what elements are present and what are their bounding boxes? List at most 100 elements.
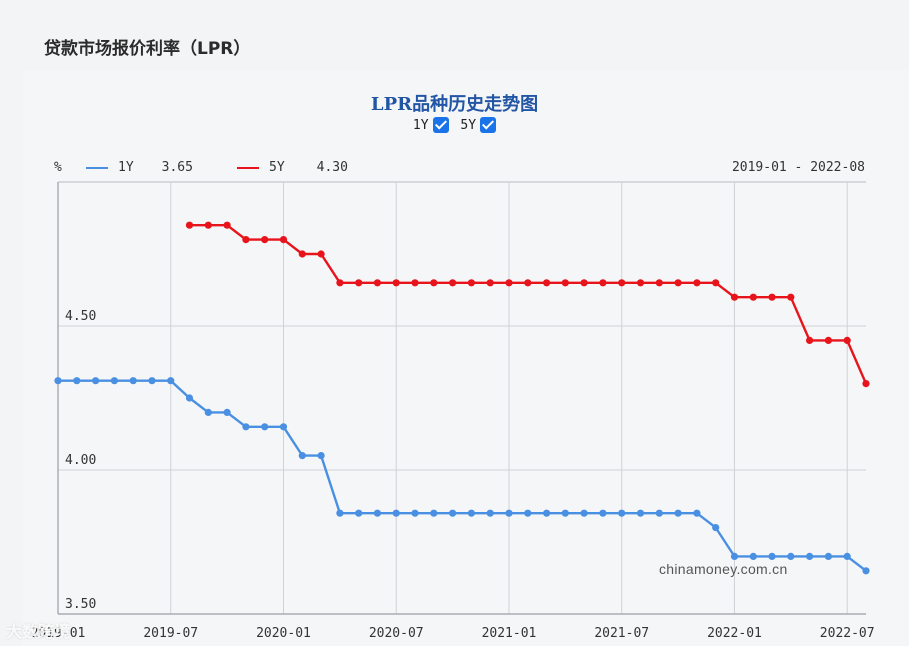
data-point-1y — [524, 509, 532, 517]
data-point-1y — [449, 509, 457, 517]
data-point-5y — [618, 279, 626, 287]
data-point-1y — [655, 509, 663, 517]
legend-value-1y: 3.65 — [161, 160, 193, 175]
toggle-5y-checkbox[interactable] — [480, 117, 497, 133]
data-point-1y — [110, 377, 118, 385]
x-tick-label: 2019-01 — [31, 626, 86, 641]
data-point-5y — [279, 236, 288, 244]
legend-item-5y[interactable]: 5Y 4.30 — [237, 160, 348, 175]
data-point-1y — [730, 552, 739, 561]
toggle-5y[interactable]: 5Y — [460, 117, 497, 133]
data-point-5y — [580, 279, 588, 287]
data-point-1y — [674, 509, 682, 517]
data-point-5y — [862, 380, 870, 388]
data-point-5y — [223, 221, 231, 229]
toggle-1y[interactable]: 1Y — [413, 117, 449, 133]
toggle-1y-checkbox[interactable] — [432, 117, 449, 133]
legend-swatch-1y — [86, 166, 108, 169]
x-tick-label: 2021-07 — [594, 626, 649, 641]
data-point-1y — [242, 423, 250, 431]
series-line-1y — [58, 379, 867, 572]
logo-watermark: 大数跨境 — [6, 624, 71, 641]
data-point-1y — [636, 509, 645, 517]
data-point-5y — [336, 279, 344, 287]
data-point-5y — [599, 279, 607, 287]
toggle-1y-label: 1Y — [412, 117, 429, 133]
y-unit-label: % — [54, 160, 62, 175]
data-point-5y — [561, 279, 569, 287]
data-point-5y — [449, 279, 457, 287]
series-line-5y — [189, 224, 868, 385]
data-point-1y — [167, 377, 175, 385]
data-point-5y — [392, 279, 400, 287]
data-point-5y — [355, 279, 363, 287]
watermark: chinamoney.com.cn — [659, 561, 788, 577]
data-point-1y — [261, 423, 269, 431]
y-tick-label: 3.50 — [65, 597, 96, 612]
data-point-1y — [862, 567, 870, 575]
data-point-1y — [599, 509, 607, 517]
data-point-1y — [787, 552, 795, 561]
data-point-5y — [674, 279, 682, 287]
data-point-1y — [223, 408, 231, 416]
data-point-5y — [524, 279, 532, 287]
chart-panel — [22, 70, 909, 646]
data-point-1y — [543, 509, 551, 517]
data-point-5y — [655, 279, 663, 287]
date-range-label: 2019-01 - 2022-08 — [731, 160, 865, 175]
data-point-5y — [505, 279, 513, 287]
data-point-1y — [411, 509, 419, 517]
data-point-1y — [505, 509, 513, 517]
data-point-1y — [806, 552, 814, 561]
legend-label-5y: 5Y — [269, 160, 285, 175]
data-point-5y — [787, 293, 795, 301]
data-point-5y — [730, 293, 739, 301]
data-point-1y — [712, 524, 720, 532]
data-point-1y — [355, 509, 363, 517]
data-point-1y — [279, 423, 288, 431]
data-point-1y — [580, 509, 588, 517]
data-point-1y — [486, 509, 494, 517]
legend-swatch-5y — [237, 166, 259, 169]
data-point-5y — [242, 236, 250, 244]
data-point-5y — [712, 279, 720, 287]
data-point-5y — [467, 279, 475, 287]
data-point-5y — [806, 336, 814, 344]
data-point-1y — [204, 408, 212, 416]
data-point-5y — [486, 279, 494, 287]
data-point-1y — [749, 552, 757, 561]
data-point-5y — [185, 221, 194, 229]
page-title: 贷款市场报价利率（LPR） — [44, 39, 251, 59]
data-point-5y — [317, 250, 325, 258]
data-point-5y — [430, 279, 438, 287]
data-point-1y — [693, 509, 701, 517]
data-point-5y — [543, 279, 551, 287]
data-point-1y — [73, 377, 81, 385]
x-tick-label: 2019-07 — [143, 626, 198, 641]
data-point-1y — [129, 377, 137, 385]
data-point-5y — [693, 279, 701, 287]
data-point-5y — [843, 336, 851, 344]
data-point-5y — [768, 293, 776, 301]
series-toggles: 1Y 5Y — [0, 117, 909, 133]
data-point-5y — [261, 236, 269, 244]
data-point-5y — [298, 250, 306, 258]
x-tick-label: 2022-01 — [707, 626, 762, 641]
data-point-5y — [373, 279, 381, 287]
data-point-1y — [92, 377, 100, 385]
data-point-1y — [392, 509, 400, 517]
data-point-5y — [636, 279, 645, 287]
data-point-1y — [768, 552, 776, 561]
data-point-1y — [561, 509, 569, 517]
data-point-5y — [204, 221, 212, 229]
data-point-1y — [467, 509, 475, 517]
legend-item-1y[interactable]: 1Y 3.65 — [86, 160, 193, 175]
data-point-1y — [317, 452, 325, 460]
x-tick-label: 2020-07 — [369, 626, 424, 641]
chart-title: LPR品种历史走势图 — [370, 94, 539, 115]
y-tick-label: 4.00 — [65, 453, 96, 468]
x-tick-label: 2020-01 — [256, 626, 311, 641]
data-point-1y — [54, 377, 62, 385]
data-point-1y — [430, 509, 438, 517]
